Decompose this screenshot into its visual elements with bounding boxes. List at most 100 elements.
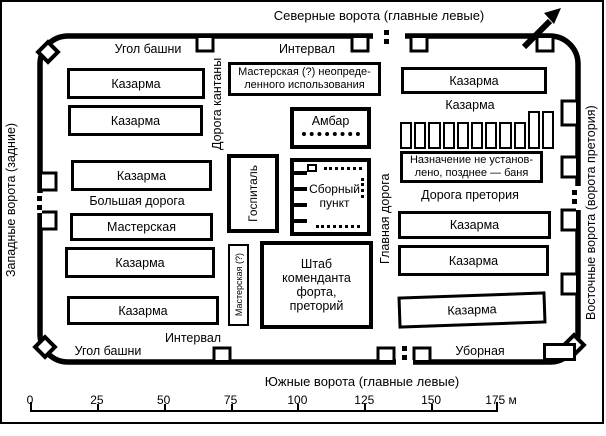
scale-tick-label: 150 <box>421 393 442 407</box>
road-pretoria-label: Дорога претория <box>421 188 519 202</box>
scale-tick <box>163 404 166 411</box>
scale-tick-label: 100 <box>287 393 308 407</box>
workshop-q-label: Мастерская (?) <box>233 253 244 317</box>
barracks-cell <box>414 122 427 149</box>
barracks-box: Казарма <box>67 296 219 325</box>
barracks-cell <box>527 111 540 149</box>
workshop-unknown-label: Мастерская (?) неопреде- ленного использ… <box>238 66 371 91</box>
assembly-notch <box>307 164 317 172</box>
headquarters-box: Штаб коменданта форта, преторий <box>260 241 373 329</box>
barracks-box: Казарма <box>401 67 547 94</box>
corner-tower-icon <box>35 39 61 65</box>
hospital-label: Госпиталь <box>246 165 260 222</box>
workshop-label: Мастерская <box>107 220 176 234</box>
barracks-cell <box>456 122 469 149</box>
west-gate-gap <box>33 193 47 213</box>
scale-tick <box>230 404 233 411</box>
wall-towers <box>42 38 576 360</box>
northeast-arrow-icon <box>521 8 561 50</box>
tower-icon <box>560 99 576 127</box>
assembly-point-label: Сборный пункт <box>309 182 360 210</box>
assembly-dots <box>316 225 360 228</box>
headquarters-label: Штаб коменданта форта, преторий <box>282 257 351 313</box>
interval-label-top: Интервал <box>278 42 336 56</box>
barracks-label: Казарма <box>110 113 161 128</box>
scale-tick <box>30 402 32 411</box>
bath-note-box: Назначение не установ- лено, позднее — б… <box>400 151 543 183</box>
barracks-box: Казарма <box>398 211 551 239</box>
scale-line <box>30 410 498 412</box>
bath-note-label: Назначение не установ- лено, позднее — б… <box>409 154 534 179</box>
interval-label-bottom: Интервал <box>164 331 222 345</box>
barracks-box: Казарма <box>67 68 205 99</box>
scale-tick-label: 175 м <box>485 393 517 407</box>
scale-tick-label: 75 <box>223 393 238 407</box>
tower-icon <box>409 38 429 53</box>
tower-icon <box>376 346 396 360</box>
barracks-label: Казарма <box>118 303 168 318</box>
corner-tower-label-top: Угол башни <box>114 42 182 56</box>
east-gate-label: Восточные ворота (ворота претория) <box>584 105 598 320</box>
tower-icon <box>350 38 370 53</box>
gate-dots <box>37 30 577 360</box>
segmented-barracks <box>400 110 555 149</box>
assembly-dots <box>324 167 362 170</box>
latrine-label: Уборная <box>455 344 505 358</box>
tower-icon <box>42 210 58 231</box>
scale-tick <box>96 404 99 411</box>
barracks-label: Казарма <box>449 218 500 232</box>
barracks-cell <box>442 122 455 149</box>
road-kantana-label: Дорога кантаны <box>210 57 224 150</box>
corner-tower-icon <box>32 334 58 360</box>
road-bolshaya-label: Большая дорога <box>89 194 185 208</box>
hospital-box: Госпиталь <box>227 154 279 233</box>
tower-icon <box>195 38 215 53</box>
assembly-dots <box>361 178 364 198</box>
assembly-tooth <box>294 203 307 207</box>
barracks-cell <box>485 122 498 149</box>
workshop-q-box: Мастерская (?) <box>228 244 249 326</box>
assembly-tooth <box>294 187 307 191</box>
tower-icon <box>42 171 58 192</box>
tower-icon <box>560 208 576 232</box>
barracks-cell <box>428 122 441 149</box>
latrine-box <box>543 343 576 361</box>
workshop-unknown-box: Мастерская (?) неопреде- ленного использ… <box>228 62 381 96</box>
east-gate-gap <box>570 186 585 210</box>
scale-tick <box>297 404 300 411</box>
barracks-label: Казарма <box>448 253 499 268</box>
north-gate-label: Северные ворота (главные левые) <box>273 8 485 23</box>
tower-icon <box>412 346 432 360</box>
assembly-point-box: Сборный пункт <box>290 158 371 236</box>
scale-bar: 0 25 50 75 100 125 150 175 м <box>27 393 517 419</box>
barracks-label: Казарма <box>111 76 161 91</box>
granary-label: Амбар <box>311 114 350 128</box>
barracks-box: Казарма <box>397 291 547 329</box>
tower-icon <box>560 272 576 296</box>
scale-tick-label: 25 <box>90 393 104 407</box>
granary-box: Амбар <box>290 107 371 149</box>
north-gate-gap <box>373 29 405 42</box>
barracks-box: Казарма <box>71 160 212 191</box>
corner-tower-label-bottom: Угол башни <box>74 344 142 358</box>
scale-tick <box>431 404 434 411</box>
scale-tick-label: 125 <box>354 393 375 407</box>
figure-border <box>0 0 604 424</box>
barracks-label: Казарма <box>116 168 167 183</box>
scale-tick <box>364 404 367 411</box>
barracks-cell <box>499 122 512 149</box>
granary-dots <box>301 132 360 136</box>
barracks-box: Казарма <box>68 105 203 136</box>
tower-icon <box>560 155 576 179</box>
tower-icon <box>212 346 232 360</box>
workshop-box: Мастерская <box>70 213 213 241</box>
west-gate-label: Западные ворота (задние) <box>4 122 18 278</box>
barracks-cell <box>400 122 413 149</box>
scale-tick-label: 50 <box>157 393 171 407</box>
tower-icon <box>535 38 555 53</box>
barracks-cell <box>470 122 484 149</box>
barracks-cell <box>513 122 526 149</box>
barracks-label: Казарма <box>115 255 165 270</box>
